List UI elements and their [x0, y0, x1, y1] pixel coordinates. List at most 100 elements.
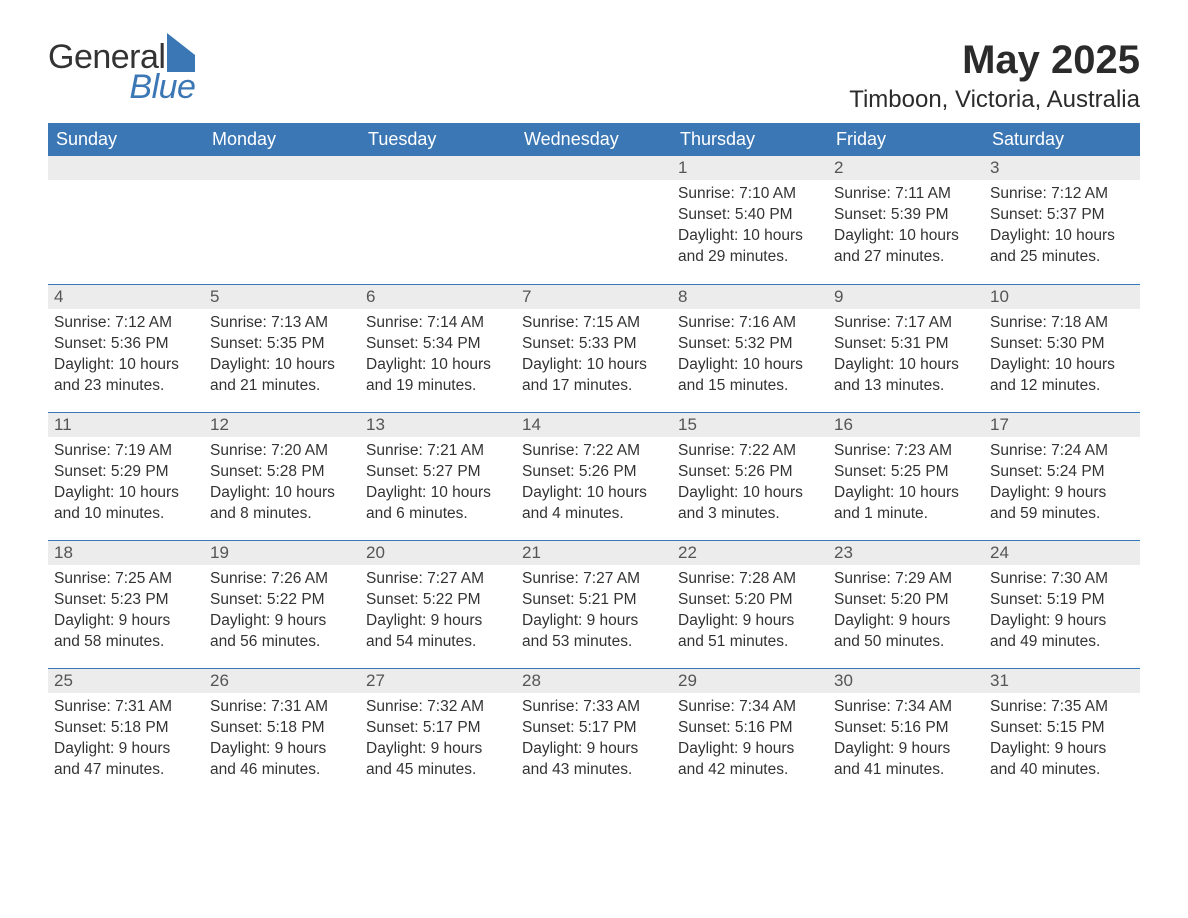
sunset-text: Sunset: 5:16 PM [678, 718, 822, 739]
daylight-text: Daylight: 10 hours and 4 minutes. [522, 483, 666, 525]
sunrise-text: Sunrise: 7:10 AM [678, 184, 822, 205]
daylight-text: Daylight: 10 hours and 29 minutes. [678, 226, 822, 268]
sunset-text: Sunset: 5:20 PM [834, 590, 978, 611]
day-body: Sunrise: 7:21 AMSunset: 5:27 PMDaylight:… [360, 437, 516, 531]
day-body: Sunrise: 7:18 AMSunset: 5:30 PMDaylight:… [984, 309, 1140, 403]
calendar-empty-cell [48, 156, 204, 284]
calendar-day-cell: 25Sunrise: 7:31 AMSunset: 5:18 PMDayligh… [48, 668, 204, 796]
sunrise-text: Sunrise: 7:28 AM [678, 569, 822, 590]
calendar-day-cell: 4Sunrise: 7:12 AMSunset: 5:36 PMDaylight… [48, 284, 204, 412]
sunset-text: Sunset: 5:40 PM [678, 205, 822, 226]
empty-daynum [48, 156, 204, 180]
day-number: 8 [672, 284, 828, 309]
calendar-day-cell: 30Sunrise: 7:34 AMSunset: 5:16 PMDayligh… [828, 668, 984, 796]
weekday-header: Monday [204, 123, 360, 156]
sunrise-text: Sunrise: 7:16 AM [678, 313, 822, 334]
day-number: 12 [204, 412, 360, 437]
calendar-empty-cell [204, 156, 360, 284]
day-number: 4 [48, 284, 204, 309]
day-number: 18 [48, 540, 204, 565]
calendar-day-cell: 7Sunrise: 7:15 AMSunset: 5:33 PMDaylight… [516, 284, 672, 412]
sunset-text: Sunset: 5:29 PM [54, 462, 198, 483]
day-number: 23 [828, 540, 984, 565]
day-body: Sunrise: 7:22 AMSunset: 5:26 PMDaylight:… [672, 437, 828, 531]
day-body: Sunrise: 7:29 AMSunset: 5:20 PMDaylight:… [828, 565, 984, 659]
day-number: 10 [984, 284, 1140, 309]
day-number: 24 [984, 540, 1140, 565]
day-number: 29 [672, 668, 828, 693]
day-number: 22 [672, 540, 828, 565]
daylight-text: Daylight: 9 hours and 43 minutes. [522, 739, 666, 781]
day-body: Sunrise: 7:27 AMSunset: 5:21 PMDaylight:… [516, 565, 672, 659]
calendar-week-row: 11Sunrise: 7:19 AMSunset: 5:29 PMDayligh… [48, 412, 1140, 540]
sunset-text: Sunset: 5:24 PM [990, 462, 1134, 483]
day-body: Sunrise: 7:28 AMSunset: 5:20 PMDaylight:… [672, 565, 828, 659]
calendar-day-cell: 2Sunrise: 7:11 AMSunset: 5:39 PMDaylight… [828, 156, 984, 284]
daylight-text: Daylight: 9 hours and 53 minutes. [522, 611, 666, 653]
sunset-text: Sunset: 5:26 PM [522, 462, 666, 483]
day-body: Sunrise: 7:31 AMSunset: 5:18 PMDaylight:… [48, 693, 204, 787]
sunrise-text: Sunrise: 7:19 AM [54, 441, 198, 462]
sunrise-text: Sunrise: 7:13 AM [210, 313, 354, 334]
calendar-day-cell: 19Sunrise: 7:26 AMSunset: 5:22 PMDayligh… [204, 540, 360, 668]
daylight-text: Daylight: 9 hours and 41 minutes. [834, 739, 978, 781]
day-body: Sunrise: 7:27 AMSunset: 5:22 PMDaylight:… [360, 565, 516, 659]
calendar-empty-cell [516, 156, 672, 284]
sunrise-text: Sunrise: 7:17 AM [834, 313, 978, 334]
daylight-text: Daylight: 10 hours and 19 minutes. [366, 355, 510, 397]
day-body: Sunrise: 7:12 AMSunset: 5:36 PMDaylight:… [48, 309, 204, 403]
sunset-text: Sunset: 5:31 PM [834, 334, 978, 355]
day-body: Sunrise: 7:34 AMSunset: 5:16 PMDaylight:… [828, 693, 984, 787]
sunrise-text: Sunrise: 7:12 AM [54, 313, 198, 334]
sunset-text: Sunset: 5:20 PM [678, 590, 822, 611]
daylight-text: Daylight: 9 hours and 50 minutes. [834, 611, 978, 653]
calendar-day-cell: 31Sunrise: 7:35 AMSunset: 5:15 PMDayligh… [984, 668, 1140, 796]
daylight-text: Daylight: 10 hours and 23 minutes. [54, 355, 198, 397]
day-body: Sunrise: 7:12 AMSunset: 5:37 PMDaylight:… [984, 180, 1140, 274]
calendar-day-cell: 8Sunrise: 7:16 AMSunset: 5:32 PMDaylight… [672, 284, 828, 412]
daylight-text: Daylight: 9 hours and 42 minutes. [678, 739, 822, 781]
day-body: Sunrise: 7:10 AMSunset: 5:40 PMDaylight:… [672, 180, 828, 274]
sunset-text: Sunset: 5:22 PM [210, 590, 354, 611]
day-body: Sunrise: 7:30 AMSunset: 5:19 PMDaylight:… [984, 565, 1140, 659]
sunrise-text: Sunrise: 7:24 AM [990, 441, 1134, 462]
sunset-text: Sunset: 5:33 PM [522, 334, 666, 355]
sunset-text: Sunset: 5:30 PM [990, 334, 1134, 355]
sunset-text: Sunset: 5:18 PM [54, 718, 198, 739]
day-number: 28 [516, 668, 672, 693]
day-body: Sunrise: 7:31 AMSunset: 5:18 PMDaylight:… [204, 693, 360, 787]
calendar-day-cell: 29Sunrise: 7:34 AMSunset: 5:16 PMDayligh… [672, 668, 828, 796]
sunset-text: Sunset: 5:36 PM [54, 334, 198, 355]
sunrise-text: Sunrise: 7:35 AM [990, 697, 1134, 718]
brand-logo-text: General Blue [48, 40, 195, 104]
weekday-header: Wednesday [516, 123, 672, 156]
sunrise-text: Sunrise: 7:22 AM [522, 441, 666, 462]
calendar-table: SundayMondayTuesdayWednesdayThursdayFrid… [48, 123, 1140, 796]
weekday-header: Sunday [48, 123, 204, 156]
day-body: Sunrise: 7:22 AMSunset: 5:26 PMDaylight:… [516, 437, 672, 531]
daylight-text: Daylight: 10 hours and 3 minutes. [678, 483, 822, 525]
page-header: General Blue May 2025 Timboon, Victoria,… [48, 40, 1140, 115]
calendar-day-cell: 26Sunrise: 7:31 AMSunset: 5:18 PMDayligh… [204, 668, 360, 796]
daylight-text: Daylight: 9 hours and 51 minutes. [678, 611, 822, 653]
day-number: 20 [360, 540, 516, 565]
day-body: Sunrise: 7:19 AMSunset: 5:29 PMDaylight:… [48, 437, 204, 531]
sunrise-text: Sunrise: 7:27 AM [366, 569, 510, 590]
title-block: May 2025 Timboon, Victoria, Australia [849, 40, 1140, 115]
calendar-day-cell: 10Sunrise: 7:18 AMSunset: 5:30 PMDayligh… [984, 284, 1140, 412]
daylight-text: Daylight: 9 hours and 49 minutes. [990, 611, 1134, 653]
day-number: 2 [828, 156, 984, 180]
sunset-text: Sunset: 5:19 PM [990, 590, 1134, 611]
sunset-text: Sunset: 5:32 PM [678, 334, 822, 355]
sunrise-text: Sunrise: 7:34 AM [834, 697, 978, 718]
calendar-day-cell: 28Sunrise: 7:33 AMSunset: 5:17 PMDayligh… [516, 668, 672, 796]
sunrise-text: Sunrise: 7:11 AM [834, 184, 978, 205]
sunset-text: Sunset: 5:23 PM [54, 590, 198, 611]
daylight-text: Daylight: 10 hours and 13 minutes. [834, 355, 978, 397]
day-body: Sunrise: 7:32 AMSunset: 5:17 PMDaylight:… [360, 693, 516, 787]
calendar-body: 1Sunrise: 7:10 AMSunset: 5:40 PMDaylight… [48, 156, 1140, 796]
calendar-day-cell: 21Sunrise: 7:27 AMSunset: 5:21 PMDayligh… [516, 540, 672, 668]
day-body: Sunrise: 7:15 AMSunset: 5:33 PMDaylight:… [516, 309, 672, 403]
sunset-text: Sunset: 5:34 PM [366, 334, 510, 355]
calendar-week-row: 1Sunrise: 7:10 AMSunset: 5:40 PMDaylight… [48, 156, 1140, 284]
